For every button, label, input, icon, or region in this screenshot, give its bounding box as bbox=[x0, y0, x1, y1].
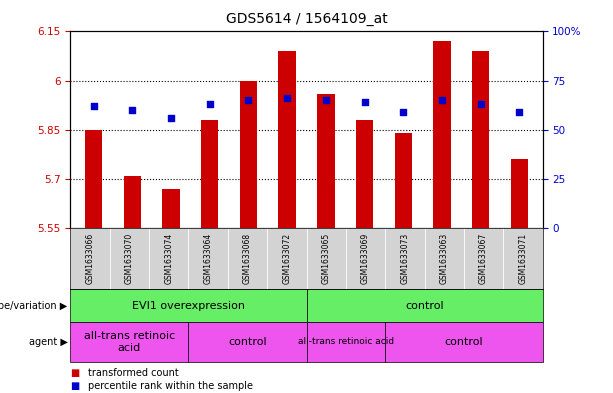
Text: GSM1633068: GSM1633068 bbox=[243, 233, 252, 284]
Text: percentile rank within the sample: percentile rank within the sample bbox=[88, 380, 253, 391]
Point bbox=[437, 97, 447, 103]
Text: GSM1633067: GSM1633067 bbox=[479, 233, 488, 284]
Bar bbox=[511, 159, 528, 228]
Point bbox=[476, 101, 485, 107]
Text: agent ▶: agent ▶ bbox=[29, 337, 67, 347]
Text: GDS5614 / 1564109_at: GDS5614 / 1564109_at bbox=[226, 12, 387, 26]
Point bbox=[205, 101, 215, 107]
Point bbox=[398, 109, 408, 115]
Text: all-trans retinoic acid: all-trans retinoic acid bbox=[298, 338, 394, 346]
Text: genotype/variation ▶: genotype/variation ▶ bbox=[0, 301, 67, 310]
Bar bbox=[240, 81, 257, 228]
Bar bbox=[433, 41, 451, 228]
Bar bbox=[162, 189, 180, 228]
Text: control: control bbox=[405, 301, 444, 310]
Text: transformed count: transformed count bbox=[88, 368, 178, 378]
Text: GSM1633066: GSM1633066 bbox=[86, 233, 94, 284]
Text: control: control bbox=[444, 337, 483, 347]
Text: GSM1633072: GSM1633072 bbox=[283, 233, 291, 284]
Bar bbox=[472, 51, 489, 228]
Text: GSM1633073: GSM1633073 bbox=[400, 233, 409, 284]
Point bbox=[89, 103, 99, 109]
Text: GSM1633065: GSM1633065 bbox=[322, 233, 330, 284]
Text: GSM1633064: GSM1633064 bbox=[204, 233, 213, 284]
Point bbox=[166, 115, 176, 121]
Point bbox=[243, 97, 253, 103]
Bar bbox=[317, 94, 335, 228]
Text: ■: ■ bbox=[70, 380, 80, 391]
Bar bbox=[124, 176, 141, 228]
Text: control: control bbox=[228, 337, 267, 347]
Point bbox=[514, 109, 524, 115]
Text: ■: ■ bbox=[70, 368, 80, 378]
Point bbox=[282, 95, 292, 101]
Text: GSM1633063: GSM1633063 bbox=[440, 233, 449, 284]
Point bbox=[360, 99, 370, 105]
Bar bbox=[356, 120, 373, 228]
Point bbox=[128, 107, 137, 113]
Text: GSM1633070: GSM1633070 bbox=[125, 233, 134, 284]
Text: EVI1 overexpression: EVI1 overexpression bbox=[132, 301, 245, 310]
Bar bbox=[201, 120, 218, 228]
Bar bbox=[278, 51, 296, 228]
Text: all-trans retinoic
acid: all-trans retinoic acid bbox=[84, 331, 175, 353]
Bar bbox=[85, 130, 102, 228]
Text: GSM1633074: GSM1633074 bbox=[164, 233, 173, 284]
Point bbox=[321, 97, 331, 103]
Text: GSM1633069: GSM1633069 bbox=[361, 233, 370, 284]
Text: GSM1633071: GSM1633071 bbox=[519, 233, 527, 284]
Bar bbox=[395, 133, 412, 228]
